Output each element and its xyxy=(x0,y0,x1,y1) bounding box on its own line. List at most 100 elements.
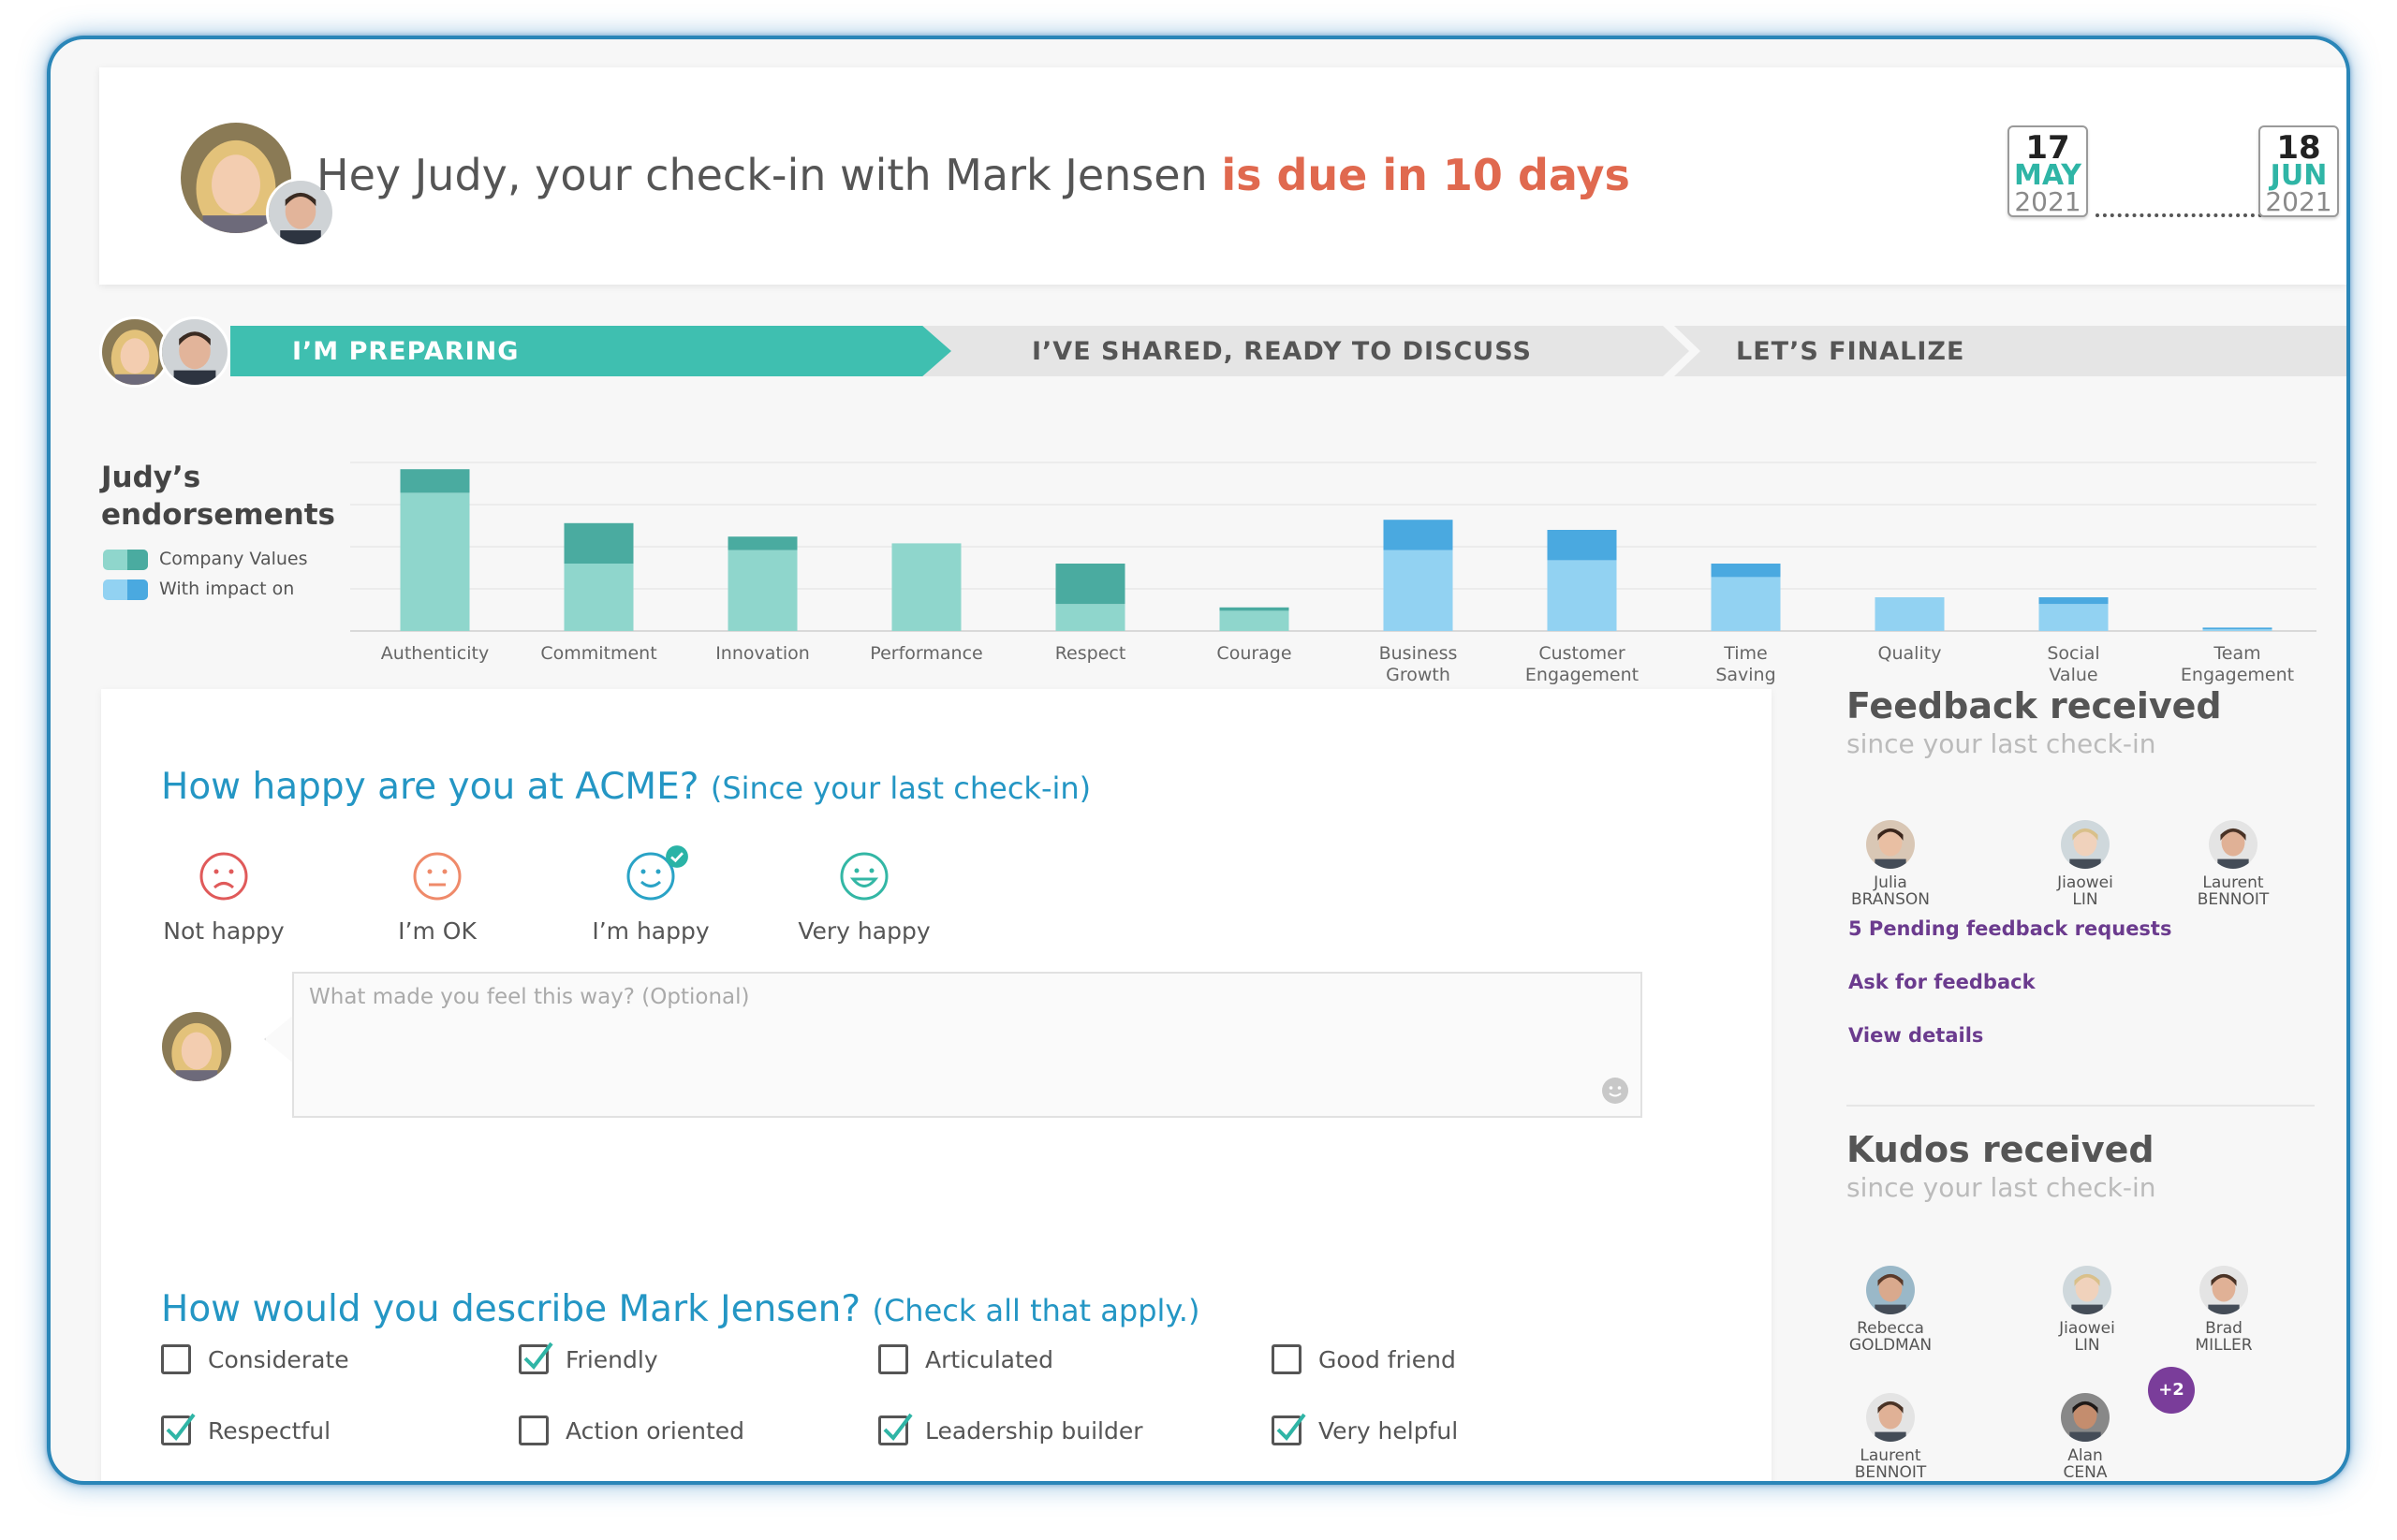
person-laurent[interactable]: Laurent BENNOIT xyxy=(2172,820,2294,908)
trait-checkbox[interactable]: Leadership builder xyxy=(878,1413,1143,1445)
bar-base-performance[interactable] xyxy=(891,543,962,631)
person-last-name: LIN xyxy=(2072,890,2098,909)
trait-label: Respectful xyxy=(208,1416,331,1445)
more-kudos-badge[interactable]: +2 xyxy=(2148,1367,2195,1414)
bar-top-social-value[interactable] xyxy=(2038,597,2109,605)
end-date-badge[interactable]: 18 JUN 2021 xyxy=(2258,125,2339,217)
judy-step-avatar xyxy=(99,316,170,388)
endorsements-title: Judy’s endorsements xyxy=(101,461,336,532)
person-laurent[interactable]: Laurent BENNOIT xyxy=(1830,1393,1951,1481)
emoji-icon[interactable] xyxy=(1601,1077,1629,1105)
person-first-name: Alan xyxy=(2067,1446,2103,1465)
trait-checkbox[interactable]: Friendly xyxy=(519,1342,658,1374)
chart-category-label: Customer xyxy=(1538,643,1625,664)
pending-feedback-link[interactable]: 5 Pending feedback requests xyxy=(1848,917,2172,940)
ask-feedback-link[interactable]: Ask for feedback xyxy=(1848,971,2036,993)
bar-top-innovation[interactable] xyxy=(728,536,798,550)
person-brad[interactable]: Brad MILLER xyxy=(2163,1266,2285,1354)
side-divider xyxy=(1846,1105,2315,1107)
bar-base-business-growth[interactable] xyxy=(1383,550,1453,631)
trait-label: Good friend xyxy=(1318,1345,1456,1373)
start-date-badge[interactable]: 17 MAY 2021 xyxy=(2007,125,2088,217)
mark-avatar xyxy=(266,178,335,247)
bar-top-authenticity[interactable] xyxy=(400,469,470,493)
mood-not-happy[interactable]: Not happy xyxy=(135,850,313,945)
mood-very-happy[interactable]: Very happy xyxy=(775,850,953,945)
person-jiaowei[interactable]: Jiaowei LIN xyxy=(2024,820,2146,908)
person-alan[interactable]: Alan CENA xyxy=(2024,1393,2146,1481)
step-finalize-label[interactable]: LET’S FINALIZE xyxy=(1736,337,1965,366)
person-julia[interactable]: Julia BRANSON xyxy=(1830,820,1951,908)
chart-category-label: Business xyxy=(1379,643,1458,664)
very-happy-face-icon xyxy=(840,852,889,901)
person-first-name: Jiaowei xyxy=(2059,1319,2115,1338)
trait-checkbox[interactable]: Very helpful xyxy=(1272,1413,1459,1445)
bar-base-social-value[interactable] xyxy=(2038,604,2109,631)
person-first-name: Brad xyxy=(2205,1319,2243,1338)
checkbox-checked-icon[interactable] xyxy=(519,1342,553,1374)
avatar xyxy=(2061,1393,2110,1442)
bar-base-quality[interactable] xyxy=(1875,597,1945,631)
feedback-subtitle: since your last check-in xyxy=(1846,728,2156,759)
person-last-name: BENNOIT xyxy=(2197,890,2270,909)
describe-question: How would you describe Mark Jensen? (Che… xyxy=(161,1288,1200,1330)
person-jiaowei[interactable]: Jiaowei LIN xyxy=(2026,1266,2148,1354)
bar-top-courage[interactable] xyxy=(1219,607,1289,611)
checkbox-icon[interactable] xyxy=(519,1415,549,1445)
person-first-name: Laurent xyxy=(1860,1446,1921,1465)
avatar xyxy=(1866,1266,1915,1314)
mood-happy[interactable]: I’m happy xyxy=(562,845,740,945)
view-details-link[interactable]: View details xyxy=(1848,1024,1984,1047)
bar-base-time-saving[interactable] xyxy=(1711,577,1781,631)
bar-base-customer-engagement[interactable] xyxy=(1547,560,1617,631)
happiness-comment-input[interactable]: What made you feel this way? (Optional) xyxy=(292,972,1642,1118)
bar-top-business-growth[interactable] xyxy=(1383,520,1453,550)
trait-checkbox[interactable]: Action oriented xyxy=(519,1415,744,1445)
bar-top-team-engagement[interactable] xyxy=(2202,627,2272,630)
bar-base-team-engagement[interactable] xyxy=(2202,629,2272,631)
person-last-name: CENA xyxy=(2063,1463,2108,1482)
person-last-name: BRANSON xyxy=(1850,890,1931,909)
trait-checkbox[interactable]: Articulated xyxy=(878,1344,1053,1374)
trait-checkbox[interactable]: Good friend xyxy=(1272,1344,1456,1374)
legend-company-values: Company Values xyxy=(103,549,308,570)
chart-category-label: Engagement xyxy=(2181,665,2294,685)
bar-base-innovation[interactable] xyxy=(728,550,798,631)
chart-category-label: Growth xyxy=(1386,665,1450,685)
checkbox-checked-icon[interactable] xyxy=(878,1413,913,1445)
mood-ok[interactable]: I’m OK xyxy=(348,850,526,945)
checkbox-checked-icon[interactable] xyxy=(161,1413,196,1445)
bar-top-time-saving[interactable] xyxy=(1711,564,1781,578)
step-preparing[interactable] xyxy=(230,326,951,376)
bar-top-respect[interactable] xyxy=(1055,564,1125,605)
avatar xyxy=(2063,1266,2111,1314)
trait-label: Very helpful xyxy=(1318,1416,1459,1445)
checkin-header: Hey Judy, your check-in with Mark Jensen… xyxy=(99,67,2346,285)
person-last-name: MILLER xyxy=(2195,1336,2253,1355)
step-preparing-label: I’M PREPARING xyxy=(292,337,520,366)
person-last-name: GOLDMAN xyxy=(1848,1336,1933,1355)
checkin-greeting: Hey Judy, your check-in with Mark Jensen… xyxy=(316,150,1630,200)
bar-base-respect[interactable] xyxy=(1055,604,1125,631)
checkbox-icon[interactable] xyxy=(1272,1344,1301,1374)
bar-base-commitment[interactable] xyxy=(564,564,634,631)
bar-base-courage[interactable] xyxy=(1219,610,1289,631)
due-text: is due in 10 days xyxy=(1221,150,1630,200)
step-shared-label[interactable]: I’VE SHARED, READY TO DISCUSS xyxy=(1032,337,1532,366)
bar-top-commitment[interactable] xyxy=(564,522,634,564)
checkbox-icon[interactable] xyxy=(161,1344,191,1374)
person-rebecca[interactable]: Rebecca GOLDMAN xyxy=(1830,1266,1951,1354)
comment-placeholder: What made you feel this way? (Optional) xyxy=(309,985,750,1009)
person-last-name: LIN xyxy=(2074,1336,2100,1355)
trait-checkbox[interactable]: Respectful xyxy=(161,1413,331,1445)
date-range-connector xyxy=(2096,213,2262,217)
bar-base-authenticity[interactable] xyxy=(400,492,470,631)
trait-label: Leadership builder xyxy=(925,1416,1143,1445)
feedback-title: Feedback received xyxy=(1846,685,2222,726)
checkbox-checked-icon[interactable] xyxy=(1272,1413,1306,1445)
bar-top-customer-engagement[interactable] xyxy=(1547,530,1617,561)
avatar xyxy=(1866,1393,1915,1442)
chart-category-label: Engagement xyxy=(1525,665,1639,685)
checkbox-icon[interactable] xyxy=(878,1344,908,1374)
trait-checkbox[interactable]: Considerate xyxy=(161,1344,349,1374)
